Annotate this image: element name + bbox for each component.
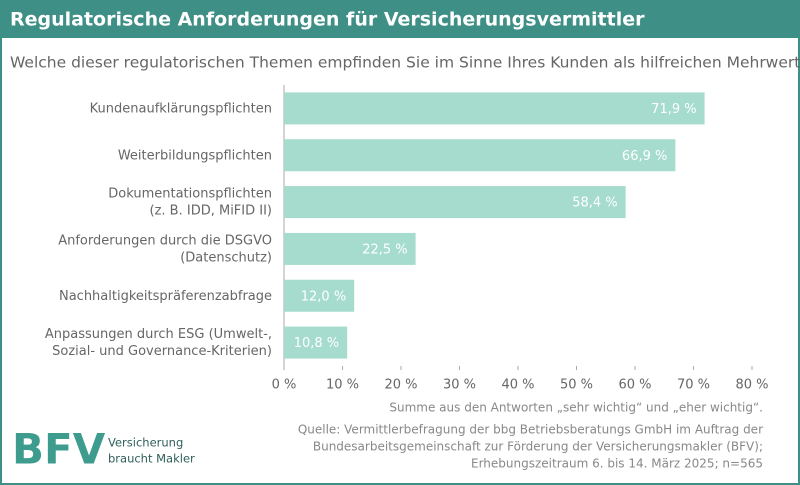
value-label: 10,8 % [294,336,339,351]
chart-title: Regulatorische Anforderungen für Versich… [10,9,645,31]
x-tick-label: 10 % [326,378,359,393]
bar [284,92,705,125]
bar [284,139,676,172]
bar [284,186,626,219]
value-label: 71,9 % [651,102,696,117]
y-tick-label: Kundenaufklärungspflichten [90,101,272,116]
logo-tagline: braucht Makler [108,452,195,466]
y-tick-label-line: (z. B. IDD, MiFID II) [150,203,272,218]
y-tick-label: Anpassungen durch ESG (Umwelt-, Sozial- u… [45,327,272,359]
y-tick-label: Anforderungen durch die DSGVO (Datenschut… [58,233,272,265]
y-tick-label-line: (Datenschutz) [180,250,272,265]
y-tick-label-line: Sozial- und Governance-Kriterien) [52,344,272,359]
note: Summe aus den Antworten „sehr wichtig“ u… [389,401,763,415]
y-tick-label: Weiterbildungspflichten [118,148,272,163]
x-tick-label: 0 % [272,378,297,393]
source-line: Quelle: Vermittlerbefragung der bbg Betr… [298,423,763,437]
value-label: 12,0 % [301,289,346,304]
value-label: 66,9 % [622,149,667,164]
y-tick-label: Dokumentationspflichten (z. B. IDD, MiFID… [108,186,272,218]
value-label: 58,4 % [572,196,617,211]
bar [284,232,416,265]
y-tick-label-line: Anforderungen durch die DSGVO [58,233,272,248]
y-tick-label: Nachhaltigkeitspräferenzabfrage [59,288,272,303]
source-line: Bundesarbeitsgemeinschaft zur Förderung … [313,440,763,454]
header-bar [0,0,800,38]
y-tick-label-line: Weiterbildungspflichten [118,148,272,163]
logo-tagline: Versicherung [108,436,183,450]
chart-subtitle: Welche dieser regulatorischen Themen emp… [10,54,800,72]
x-tick-label: 30 % [443,378,476,393]
x-tick-label: 50 % [560,378,593,393]
y-tick-label-line: Kundenaufklärungspflichten [90,101,272,116]
x-tick-label: 80 % [735,378,768,393]
logo-mark: BFV [12,425,106,474]
x-tick-label: 70 % [677,378,710,393]
y-tick-label-line: Anpassungen durch ESG (Umwelt-, [45,327,272,342]
bar [284,279,355,312]
y-tick-label-line: Dokumentationspflichten [108,186,272,201]
bar [284,326,348,359]
x-tick-label: 20 % [384,378,417,393]
x-tick-label: 40 % [501,378,534,393]
value-label: 22,5 % [362,242,407,257]
x-tick-label: 60 % [618,378,651,393]
y-tick-label-line: Nachhaltigkeitspräferenzabfrage [59,288,272,303]
source-line: Erhebungszeitraum 6. bis 14. März 2025; … [471,457,763,471]
